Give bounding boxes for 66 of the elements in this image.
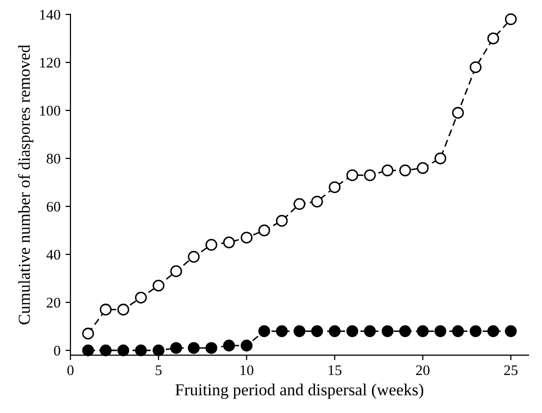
point (434, 152, 446, 164)
point (152, 344, 164, 356)
point (100, 304, 112, 316)
y-tick-label: 80 (46, 154, 60, 164)
point (487, 325, 500, 338)
point (294, 198, 306, 210)
point (135, 292, 147, 304)
point (152, 280, 164, 292)
y-tick-label: 120 (40, 58, 60, 68)
point (470, 325, 482, 338)
x-tick-label: 15 (328, 365, 342, 376)
y-axis-title: Cumulative number of diaspores removed (18, 44, 34, 324)
x-tick-label: 10 (240, 365, 254, 376)
point (399, 325, 412, 338)
point (452, 325, 464, 338)
point (399, 164, 412, 176)
point (311, 325, 323, 338)
point (170, 265, 182, 278)
point (346, 325, 358, 338)
y-tick-label: 140 (40, 10, 60, 20)
point (82, 328, 94, 340)
y-tick-label: 0 (54, 346, 60, 356)
point (328, 325, 341, 338)
point (240, 340, 253, 352)
point (452, 106, 464, 119)
point (276, 325, 288, 338)
point (82, 344, 94, 356)
point (294, 325, 306, 338)
point (276, 214, 288, 227)
point (258, 224, 270, 236)
point (346, 169, 358, 182)
point (504, 13, 517, 26)
point (240, 232, 253, 244)
point (364, 169, 376, 182)
point (487, 32, 500, 44)
point (382, 164, 394, 176)
point (205, 238, 218, 251)
point (135, 344, 147, 356)
point (223, 340, 235, 352)
y-tick-label: 40 (46, 250, 60, 260)
point (364, 325, 376, 338)
point (117, 304, 130, 316)
x-tick-label: 20 (416, 365, 430, 376)
x-axis-title: Fruiting period and dispersal (weeks) (175, 384, 424, 399)
y-tick-label: 20 (46, 298, 60, 308)
point (117, 344, 130, 356)
y-tick-label: 100 (40, 106, 60, 116)
point (416, 325, 429, 338)
point (382, 325, 394, 338)
point (470, 61, 482, 74)
point (223, 236, 235, 248)
x-tick-label: 0 (67, 365, 74, 376)
point (205, 342, 218, 354)
point (258, 325, 270, 338)
point (188, 250, 200, 263)
point (188, 342, 200, 354)
point (170, 342, 182, 354)
x-tick-label: 5 (156, 365, 162, 376)
point (328, 181, 341, 194)
point (311, 196, 323, 208)
y-tick-label: 60 (46, 202, 60, 212)
point (100, 344, 112, 356)
point (504, 325, 517, 338)
x-tick-label: 25 (504, 365, 518, 376)
point (434, 325, 446, 338)
point (416, 162, 429, 174)
